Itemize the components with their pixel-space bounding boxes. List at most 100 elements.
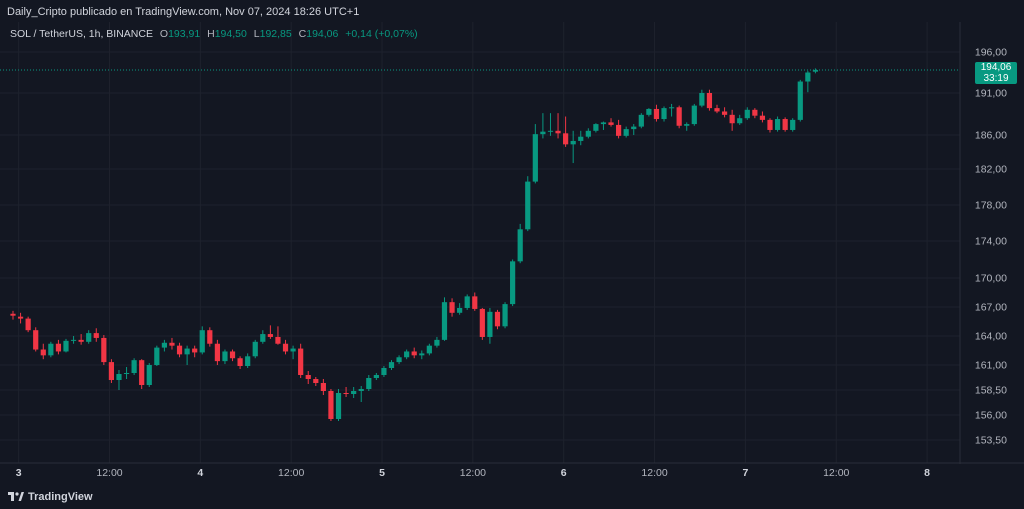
candle-body bbox=[487, 311, 493, 337]
candle-body bbox=[10, 313, 16, 316]
candle-body bbox=[616, 124, 622, 136]
candle-body bbox=[123, 373, 130, 374]
candle-body bbox=[63, 340, 69, 352]
price-tick-label: 167,00 bbox=[975, 302, 1007, 314]
candle-body bbox=[797, 81, 803, 120]
candle-body bbox=[335, 393, 342, 419]
time-tick-label: 12:00 bbox=[96, 467, 122, 479]
candle-body bbox=[55, 343, 62, 352]
candle-body bbox=[154, 347, 160, 365]
candle-body bbox=[547, 130, 554, 132]
price-axis[interactable]: 196,00 191,00 186,00 182,00 178,00 174,00 170,… bbox=[959, 22, 1007, 464]
candle-body bbox=[161, 342, 167, 348]
tradingview-brand: TradingView bbox=[28, 491, 93, 503]
candle-body bbox=[449, 302, 455, 313]
candle-body bbox=[237, 358, 243, 366]
candle-body bbox=[721, 111, 728, 115]
candle-body bbox=[313, 379, 319, 383]
tradingview-logo[interactable]: TradingView bbox=[8, 489, 93, 505]
change-value: +0,14 (+0,07%) bbox=[345, 28, 418, 40]
candle-body bbox=[714, 108, 720, 112]
candle-body bbox=[638, 114, 644, 127]
price-tick-label: 186,00 bbox=[975, 130, 1007, 142]
candle-body bbox=[146, 365, 152, 385]
low-label: L bbox=[253, 28, 260, 40]
publisher-bar: Daily_Cripto publicado en TradingView.co… bbox=[0, 0, 1024, 22]
candle-body bbox=[661, 108, 667, 120]
candle-body bbox=[684, 124, 690, 126]
candle-body bbox=[207, 330, 213, 344]
candle-body bbox=[184, 348, 190, 355]
time-tick-label: 12:00 bbox=[823, 467, 849, 479]
candle-body bbox=[25, 318, 31, 331]
candle-body bbox=[434, 339, 440, 346]
chart-area[interactable]: 196,00 191,00 186,00 182,00 178,00 174,00 170,… bbox=[0, 22, 1024, 485]
candle-body bbox=[752, 109, 758, 116]
candle-body bbox=[108, 362, 115, 380]
candle-body bbox=[623, 129, 629, 136]
candle-body bbox=[328, 391, 334, 419]
candle-body bbox=[222, 351, 228, 362]
candle-body bbox=[214, 343, 220, 362]
open-value: 193,91 bbox=[168, 28, 201, 40]
candle-body bbox=[525, 181, 531, 230]
candle-body bbox=[441, 302, 448, 340]
candles bbox=[10, 68, 819, 421]
candle-body bbox=[555, 130, 561, 134]
tradingview-logo-icon bbox=[8, 492, 24, 501]
publisher-info: Daily_Cripto publicado en TradingView.co… bbox=[7, 6, 360, 18]
candle-body bbox=[729, 114, 735, 124]
candle-body bbox=[419, 353, 425, 356]
candle-body bbox=[131, 360, 137, 373]
grid-lines bbox=[0, 22, 960, 463]
price-tick-label: 182,00 bbox=[975, 164, 1007, 176]
candle-body bbox=[169, 342, 175, 346]
price-tick-label: 191,00 bbox=[975, 88, 1007, 100]
price-tick-label: 178,00 bbox=[975, 200, 1007, 212]
close-label: C bbox=[298, 28, 307, 40]
candle-body bbox=[631, 126, 637, 130]
candle-body bbox=[267, 334, 273, 337]
candle-body bbox=[472, 296, 478, 309]
candle-body bbox=[646, 108, 652, 115]
candle-body bbox=[351, 391, 357, 394]
candle-body bbox=[411, 351, 417, 356]
candle-body bbox=[570, 140, 576, 145]
candle-body bbox=[116, 374, 122, 380]
time-tick-label: 5 bbox=[379, 467, 385, 479]
candle-body bbox=[426, 345, 432, 354]
candle-body bbox=[600, 122, 607, 125]
candle-body bbox=[744, 109, 750, 119]
candlestick-chart[interactable]: 196,00 191,00 186,00 182,00 178,00 174,00 170,… bbox=[0, 22, 1024, 485]
candle-body bbox=[805, 72, 811, 82]
candle-body bbox=[366, 378, 372, 389]
price-tick-label: 161,00 bbox=[975, 360, 1007, 372]
time-axis[interactable]: 3 12:00 4 12:00 5 12:00 6 12:00 7 12:00 8 bbox=[0, 462, 1024, 479]
candle-body bbox=[252, 341, 258, 357]
candle-body bbox=[578, 136, 584, 141]
candle-body bbox=[668, 107, 675, 109]
open-label: O bbox=[159, 28, 169, 40]
candle-body bbox=[381, 368, 387, 375]
last-price-tag: 194,06 33:19 bbox=[975, 62, 1017, 84]
candle-body bbox=[373, 375, 379, 378]
candle-body bbox=[343, 393, 349, 394]
candle-body bbox=[298, 348, 304, 375]
time-tick-label: 12:00 bbox=[460, 467, 486, 479]
bar-countdown: 33:19 bbox=[983, 73, 1009, 84]
candle-body bbox=[176, 345, 183, 355]
close-value: 194,06 bbox=[306, 28, 339, 40]
candle-body bbox=[563, 133, 569, 145]
candle-body bbox=[70, 339, 77, 341]
candle-body bbox=[260, 334, 266, 342]
candle-body bbox=[540, 131, 546, 135]
candle-body bbox=[192, 348, 198, 353]
footer: TradingView bbox=[0, 485, 1024, 509]
candle-body bbox=[653, 108, 660, 120]
candle-body bbox=[532, 134, 538, 182]
high-value: 194,50 bbox=[214, 28, 247, 40]
price-tick-label: 170,00 bbox=[975, 273, 1007, 285]
candle-body bbox=[40, 349, 46, 356]
candle-body bbox=[388, 362, 395, 368]
candle-body bbox=[17, 316, 24, 319]
